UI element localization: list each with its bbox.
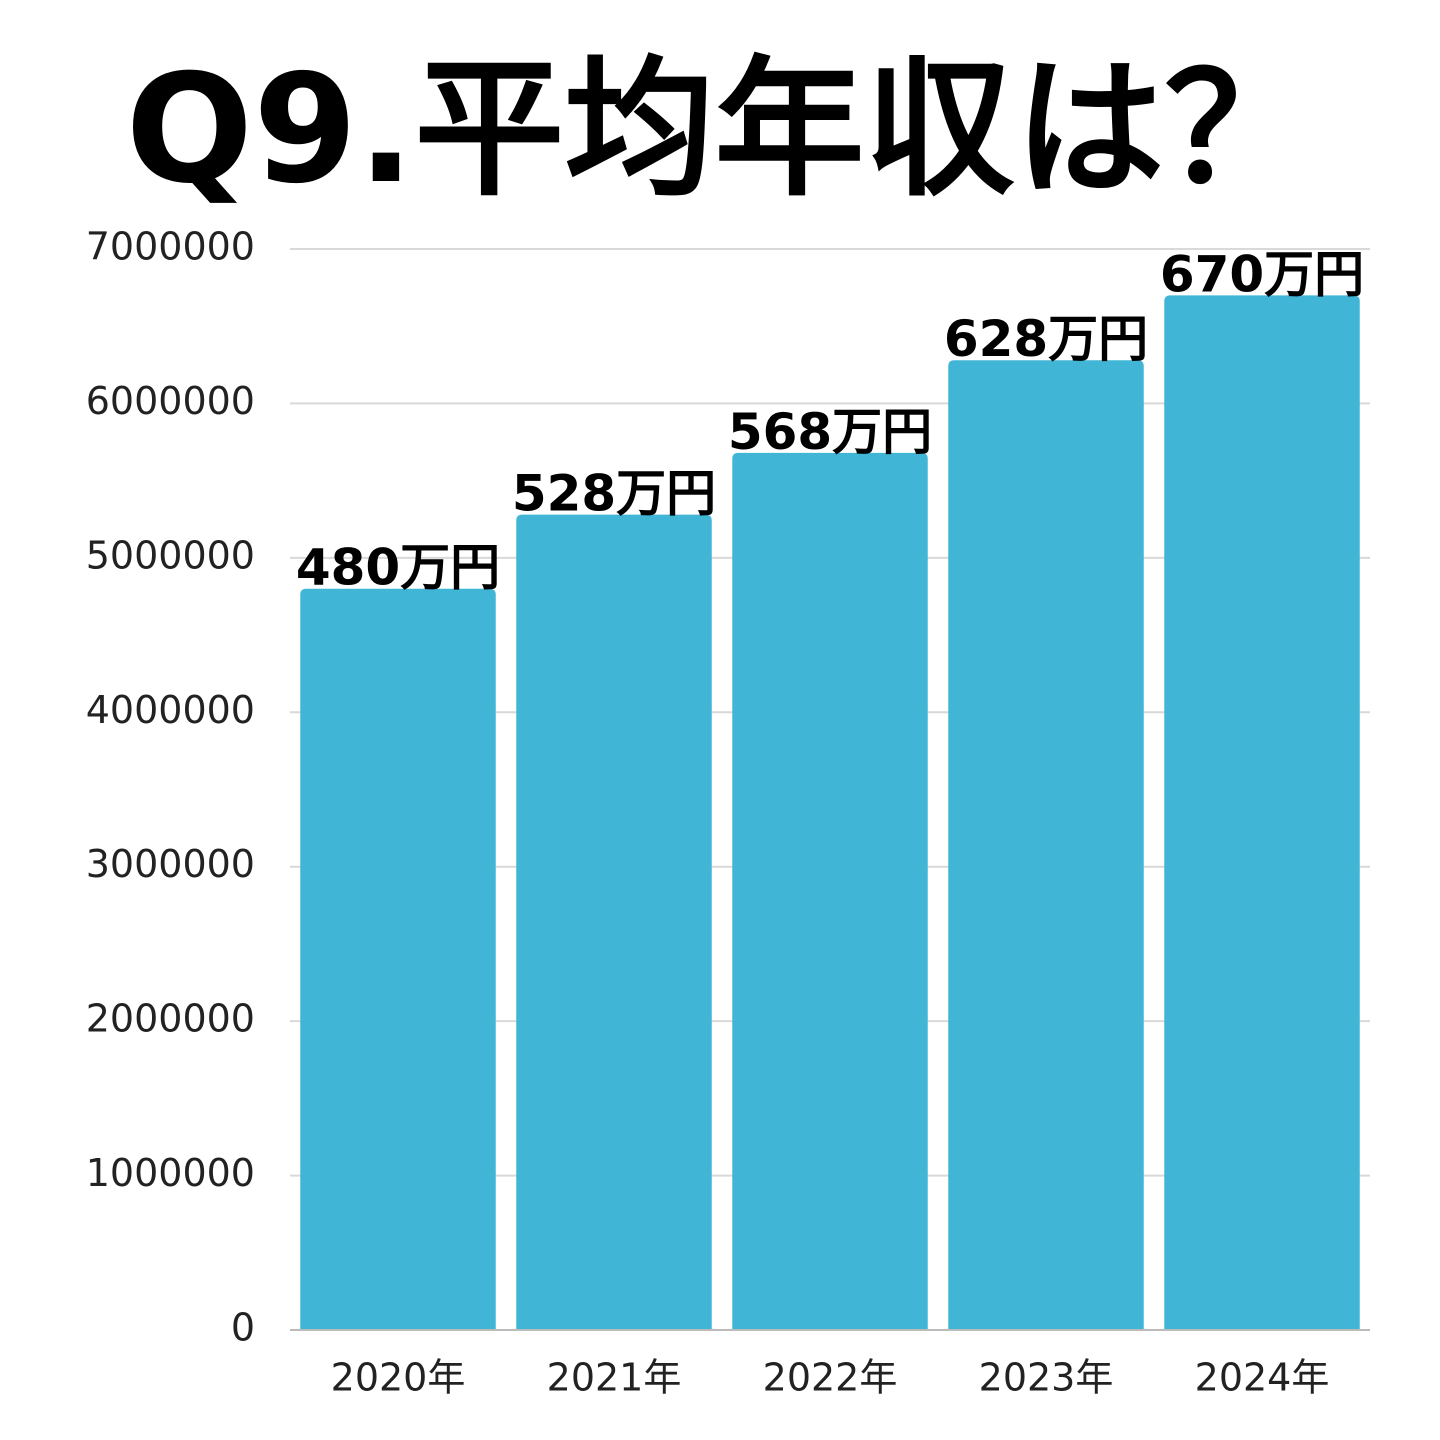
bar: [516, 514, 712, 1330]
bar: [300, 588, 496, 1330]
chart-title: Q9.平均年収は？: [126, 43, 1315, 217]
x-tick-label: 2023年: [979, 1356, 1114, 1400]
y-tick-label: 1000000: [86, 1151, 255, 1195]
y-tick-label: 4000000: [86, 688, 255, 732]
y-tick-label: 0: [231, 1306, 255, 1350]
x-tick-label: 2020年: [331, 1356, 466, 1400]
x-tick-label: 2022年: [763, 1356, 898, 1400]
bar: [1164, 295, 1360, 1330]
y-tick-label: 5000000: [86, 533, 255, 577]
x-tick-label: 2024年: [1195, 1356, 1330, 1400]
value-label: 480万円: [296, 539, 500, 597]
value-label: 568万円: [728, 403, 932, 461]
y-tick-label: 7000000: [86, 225, 255, 269]
x-tick-label: 2021年: [547, 1356, 682, 1400]
y-tick-label: 6000000: [86, 379, 255, 423]
bar: [732, 452, 928, 1330]
y-tick-label: 2000000: [86, 997, 255, 1041]
value-label: 670万円: [1160, 245, 1364, 303]
bar: [948, 360, 1144, 1330]
value-label: 628万円: [944, 310, 1148, 368]
value-label: 528万円: [512, 465, 716, 523]
y-tick-label: 3000000: [86, 842, 255, 886]
